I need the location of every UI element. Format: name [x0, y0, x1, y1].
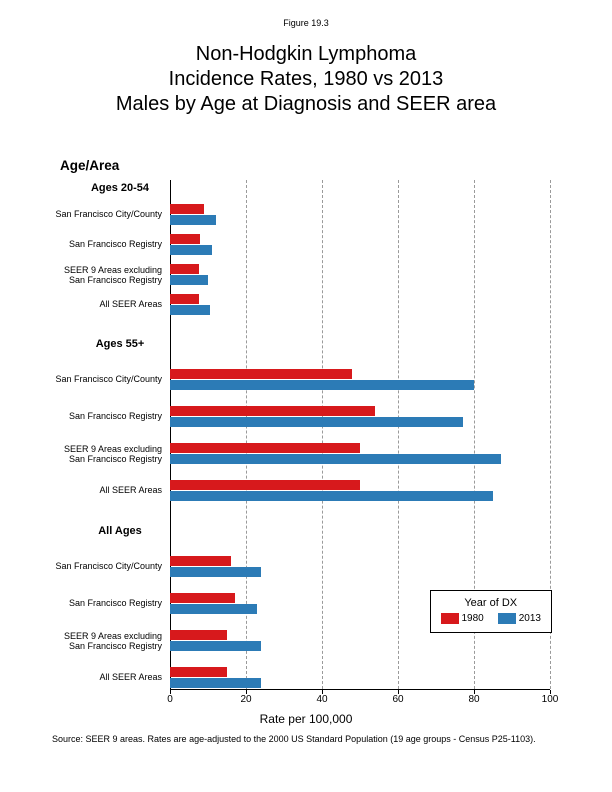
legend-item-1980: 1980 — [441, 613, 484, 624]
row-label: San Francisco City/County — [22, 562, 162, 572]
legend-title: Year of DX — [441, 597, 542, 609]
row-label: All SEER Areas — [22, 486, 162, 496]
y-axis-labels: Ages 20-54San Francisco City/CountySan F… — [0, 180, 166, 690]
bar-2013 — [170, 275, 208, 285]
bar-1980 — [170, 443, 360, 453]
bar-2013 — [170, 417, 463, 427]
legend-label-2013: 2013 — [519, 613, 541, 624]
bar-2013 — [170, 380, 474, 390]
bar-2013 — [170, 641, 261, 651]
title-line-2: Incidence Rates, 1980 vs 2013 — [0, 67, 612, 92]
x-tick-label: 80 — [468, 694, 479, 705]
legend-swatch-2013 — [498, 613, 516, 624]
bar-1980 — [170, 630, 227, 640]
bar-2013 — [170, 215, 216, 225]
bar-2013 — [170, 305, 210, 315]
bar-1980 — [170, 264, 199, 274]
x-tick-label: 0 — [167, 694, 173, 705]
bar-1980 — [170, 667, 227, 677]
bar-1980 — [170, 556, 231, 566]
row-label: San Francisco City/County — [22, 210, 162, 220]
bar-1980 — [170, 406, 375, 416]
gridline — [322, 180, 323, 689]
row-label: San Francisco Registry — [22, 240, 162, 250]
legend-swatch-1980 — [441, 613, 459, 624]
y-axis-title: Age/Area — [60, 158, 119, 173]
x-tick-label: 40 — [316, 694, 327, 705]
group-header: Ages 55+ — [60, 338, 180, 350]
bar-1980 — [170, 480, 360, 490]
bar-1980 — [170, 593, 235, 603]
title-line-3: Males by Age at Diagnosis and SEER area — [0, 92, 612, 117]
row-label: San Francisco Registry — [22, 412, 162, 422]
chart-title: Non-Hodgkin Lymphoma Incidence Rates, 19… — [0, 42, 612, 117]
group-header: Ages 20-54 — [60, 182, 180, 194]
row-label: SEER 9 Areas excludingSan Francisco Regi… — [22, 632, 162, 652]
legend: Year of DX 1980 2013 — [430, 590, 553, 633]
row-label: All SEER Areas — [22, 673, 162, 683]
row-label: San Francisco Registry — [22, 599, 162, 609]
group-header: All Ages — [60, 525, 180, 537]
x-tick-label: 60 — [392, 694, 403, 705]
legend-label-1980: 1980 — [462, 613, 484, 624]
bar-1980 — [170, 369, 352, 379]
bar-1980 — [170, 204, 204, 214]
bar-2013 — [170, 567, 261, 577]
bar-2013 — [170, 491, 493, 501]
title-line-1: Non-Hodgkin Lymphoma — [0, 42, 612, 67]
row-label: SEER 9 Areas excludingSan Francisco Regi… — [22, 266, 162, 286]
bar-1980 — [170, 294, 199, 304]
source-text: Source: SEER 9 areas. Rates are age-adju… — [52, 734, 562, 745]
gridline — [398, 180, 399, 689]
x-tick-label: 100 — [542, 694, 559, 705]
bar-2013 — [170, 454, 501, 464]
bar-1980 — [170, 234, 200, 244]
bar-2013 — [170, 604, 257, 614]
legend-item-2013: 2013 — [498, 613, 541, 624]
x-axis-label: Rate per 100,000 — [0, 712, 612, 726]
bar-2013 — [170, 245, 212, 255]
row-label: All SEER Areas — [22, 300, 162, 310]
x-tick-label: 20 — [240, 694, 251, 705]
bar-2013 — [170, 678, 261, 688]
row-label: San Francisco City/County — [22, 375, 162, 385]
row-label: SEER 9 Areas excludingSan Francisco Regi… — [22, 445, 162, 465]
figure-label: Figure 19.3 — [0, 0, 612, 28]
